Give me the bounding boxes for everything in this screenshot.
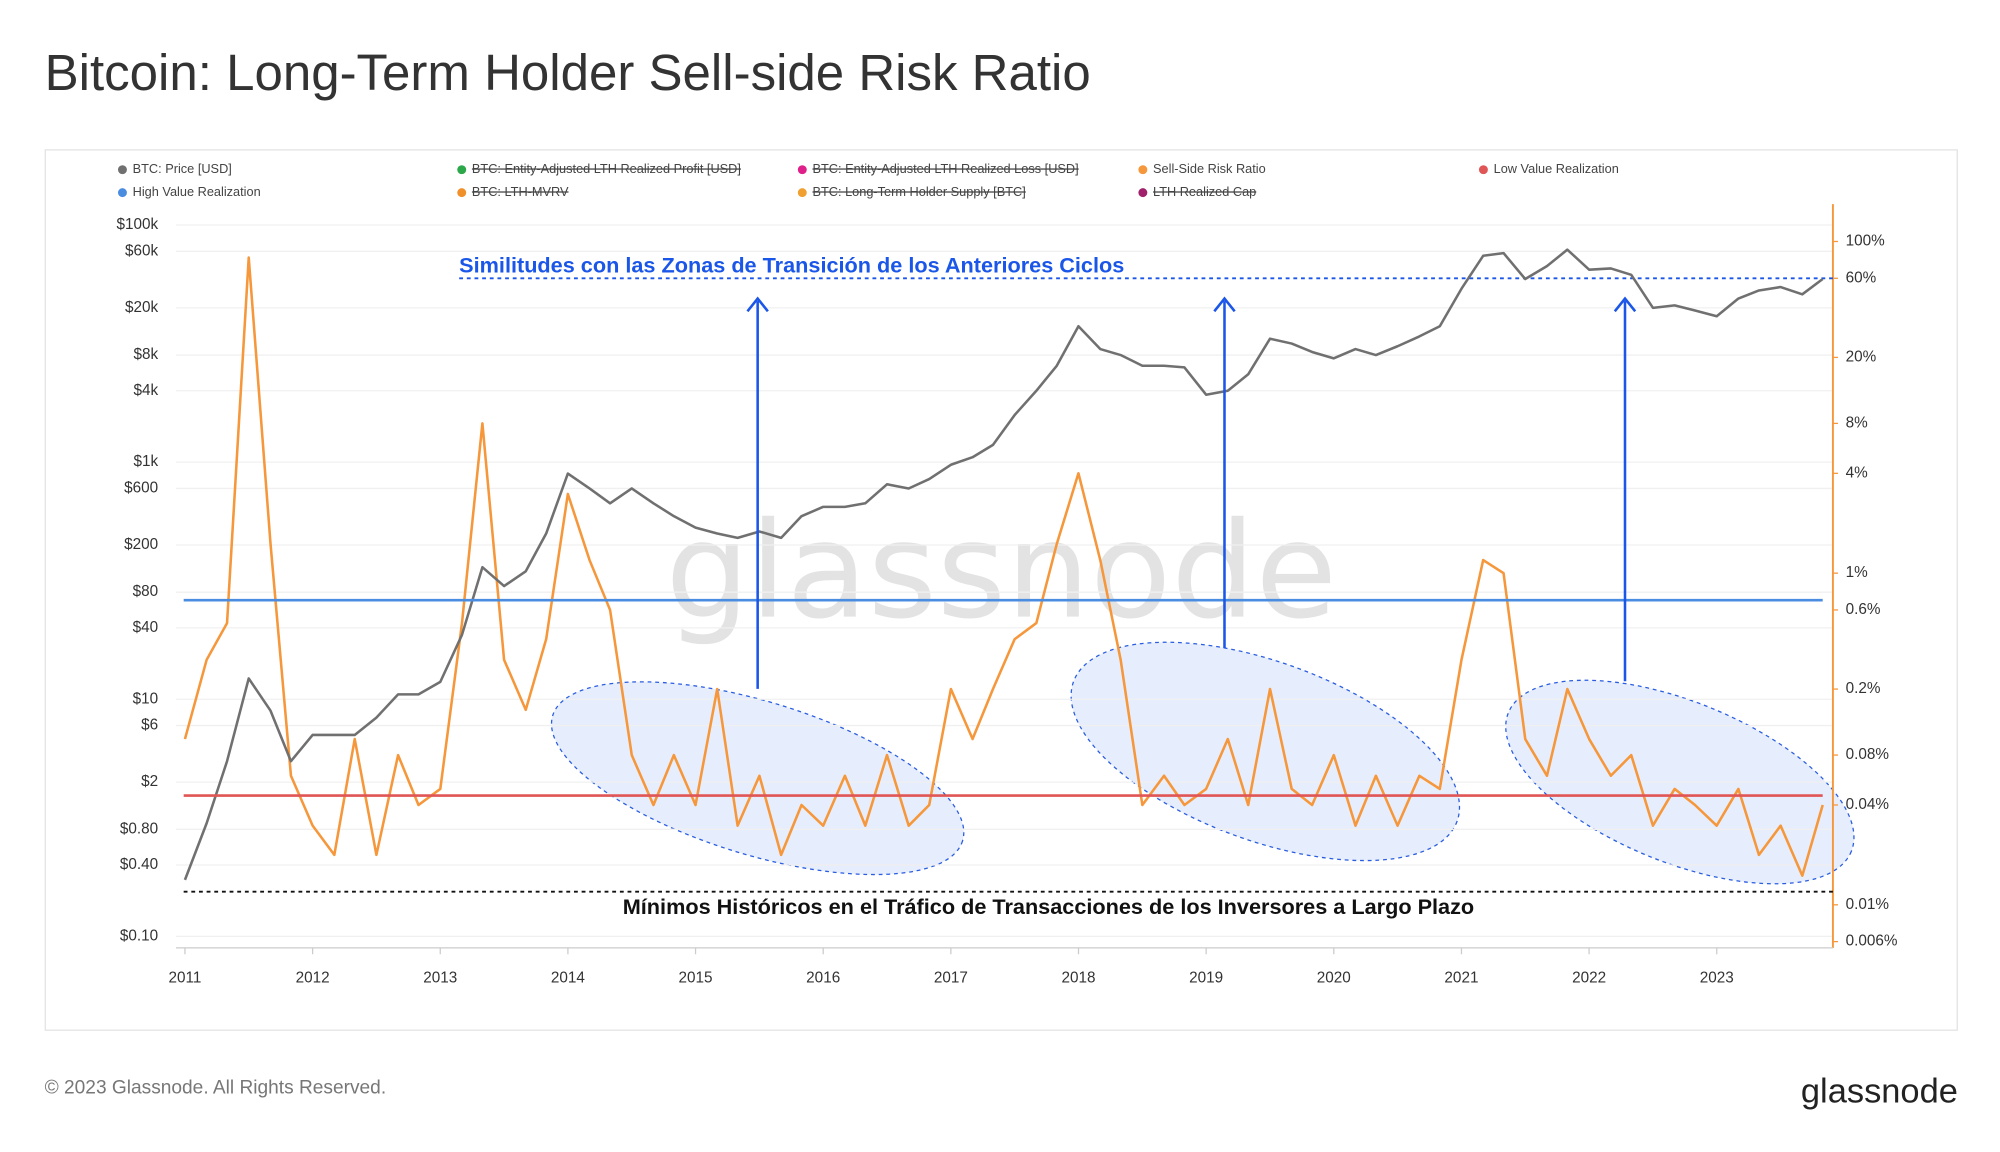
watermark: glassnode bbox=[665, 495, 1337, 649]
legend-marker bbox=[797, 188, 807, 198]
annotation: Mínimos Históricos en el Tráfico de Tran… bbox=[623, 894, 1474, 919]
y-tick-label: $0.80 bbox=[120, 820, 158, 837]
legend-marker bbox=[457, 188, 467, 198]
legend-entry: BTC: Price [USD] bbox=[133, 161, 232, 176]
y-tick-label: $0.40 bbox=[120, 856, 158, 873]
arrow bbox=[1613, 296, 1637, 682]
y-tick-label: $4k bbox=[133, 382, 158, 399]
y-tick-label: $100k bbox=[116, 216, 158, 233]
chart-frame bbox=[44, 149, 1958, 1031]
legend-entry: BTC: Entity-Adjusted LTH Realized Loss [… bbox=[813, 161, 1079, 176]
y-tick-label: $6 bbox=[141, 717, 158, 734]
legend-marker bbox=[1138, 188, 1148, 198]
legend-marker bbox=[1138, 165, 1148, 175]
y2-tick-label: 4% bbox=[1846, 464, 1869, 481]
legend-entry: BTC: LTH-MVRV bbox=[472, 184, 569, 199]
y-tick-label: $200 bbox=[124, 536, 158, 553]
y-tick-label: $2 bbox=[141, 773, 158, 790]
y2-tick-label: 20% bbox=[1846, 348, 1877, 365]
legend-entry: LTH Realized Cap bbox=[1153, 184, 1256, 199]
legend-marker bbox=[117, 188, 127, 198]
x-tick-label: 2019 bbox=[1189, 970, 1223, 987]
y-tick-label: $8k bbox=[133, 346, 158, 363]
legend-entry: BTC: Long-Term Holder Supply [BTC] bbox=[813, 184, 1026, 199]
y-tick-label: $1k bbox=[133, 453, 158, 470]
legend-marker bbox=[1478, 165, 1488, 175]
y-tick-label: $80 bbox=[133, 583, 159, 600]
legend-entry: High Value Realization bbox=[133, 184, 261, 199]
y-tick-label: $600 bbox=[124, 479, 158, 496]
y2-tick-label: 60% bbox=[1846, 269, 1877, 286]
series-line bbox=[183, 248, 1824, 881]
footer: © 2023 Glassnode. All Rights Reserved. bbox=[45, 1077, 386, 1098]
y2-tick-label: 0.6% bbox=[1846, 601, 1881, 618]
plot: $100k $60k $20k $8k $4k $1k $600 $200 $80 $40 $10 $… bbox=[116, 161, 1897, 986]
legend-marker bbox=[117, 165, 127, 175]
x-tick-label: 2018 bbox=[1061, 970, 1095, 987]
legend-marker bbox=[457, 165, 467, 175]
x-tick-label: 2012 bbox=[296, 970, 330, 987]
y-tick-label: $20k bbox=[125, 299, 159, 316]
x-tick-label: 2011 bbox=[169, 970, 202, 987]
x-tick-label: 2014 bbox=[551, 970, 586, 987]
legend-entry: BTC: Entity-Adjusted LTH Realized Profit… bbox=[472, 161, 741, 176]
y-tick-label: $0.10 bbox=[120, 927, 158, 944]
x-tick-label: 2023 bbox=[1700, 970, 1734, 987]
y-tick-label: $60k bbox=[125, 242, 159, 259]
x-tick-label: 2013 bbox=[423, 970, 457, 987]
arrows bbox=[746, 296, 1637, 689]
x-tick-label: 2020 bbox=[1317, 970, 1351, 987]
y2-tick-label: 8% bbox=[1846, 414, 1869, 431]
annotation: Similitudes con las Zonas de Transición … bbox=[459, 252, 1124, 277]
legend-entry: Low Value Realization bbox=[1494, 161, 1619, 176]
x-tick-label: 2021 bbox=[1444, 970, 1478, 987]
arrow bbox=[746, 296, 769, 689]
y-tick-label: $10 bbox=[133, 690, 159, 707]
legend-marker bbox=[797, 165, 807, 175]
y2-tick-label: 1% bbox=[1846, 564, 1869, 581]
chart-title: Bitcoin: Long-Term Holder Sell-side Risk… bbox=[45, 44, 1091, 101]
y2-tick-label: 0.2% bbox=[1846, 680, 1881, 697]
x-tick-label: 2017 bbox=[934, 970, 968, 987]
x-tick-label: 2015 bbox=[679, 970, 713, 987]
y2-tick-label: 0.08% bbox=[1846, 746, 1890, 763]
arrow bbox=[1213, 296, 1236, 649]
brand: glassnode bbox=[1801, 1072, 1958, 1110]
y2-tick-label: 100% bbox=[1846, 233, 1886, 250]
y-tick-label: $40 bbox=[133, 619, 159, 636]
y2-tick-label: 0.01% bbox=[1846, 896, 1890, 913]
x-tick-label: 2016 bbox=[806, 970, 840, 987]
x-tick-label: 2022 bbox=[1572, 970, 1606, 987]
y2-tick-label: 0.04% bbox=[1846, 796, 1890, 813]
y2-tick-label: 0.006% bbox=[1846, 933, 1898, 950]
legend-entry: Sell-Side Risk Ratio bbox=[1153, 161, 1266, 176]
series-line bbox=[183, 256, 1824, 877]
